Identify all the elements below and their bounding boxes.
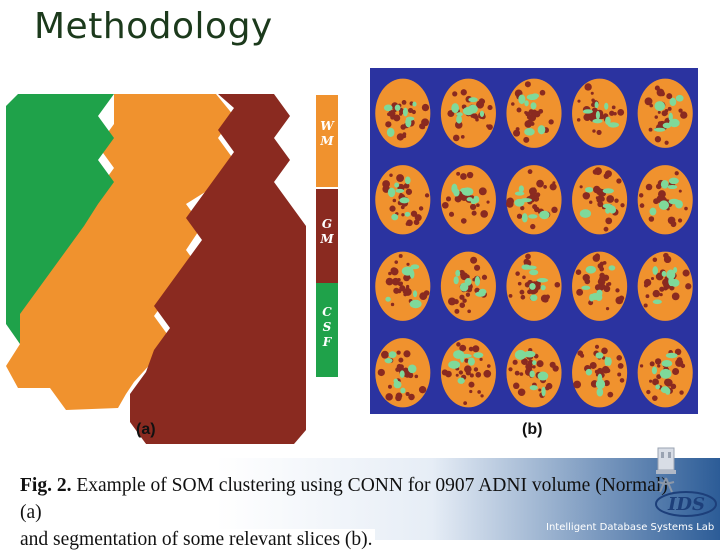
- brain-slice: [572, 165, 628, 235]
- caption-line-1: Example of SOM clustering using CONN for…: [20, 475, 668, 523]
- brain-slice: [506, 78, 562, 148]
- som-hexagon-map: [6, 94, 306, 444]
- brain-slice: [375, 165, 431, 235]
- brain-slice: [637, 78, 693, 148]
- footer-lab-name: Intelligent Database Systems Lab: [546, 522, 715, 533]
- brain-slice: [440, 251, 496, 321]
- svg-text:IDS: IDS: [667, 494, 705, 515]
- figure-caption: Fig. 2. Example of SOM clustering using …: [20, 472, 680, 553]
- brain-slice: [572, 251, 628, 321]
- brain-slice: [637, 338, 693, 408]
- gm-region: [130, 94, 306, 444]
- brain-slice: [440, 338, 496, 408]
- brain-slice: [506, 338, 562, 408]
- brain-slice: [375, 338, 431, 408]
- legend-gm: G M: [316, 189, 338, 283]
- brain-slice: [572, 78, 628, 148]
- footer-band: [0, 458, 720, 540]
- segmented-slices-panel: [370, 68, 698, 414]
- brain-slice: [637, 251, 693, 321]
- legend-wm: W M: [316, 95, 338, 187]
- brain-slice: [506, 165, 562, 235]
- caption-lead: Fig. 2.: [20, 475, 72, 496]
- panel-b-label: (b): [522, 421, 543, 438]
- slide-title: Methodology: [34, 6, 273, 47]
- brain-slice: [375, 78, 431, 148]
- ids-logo-icon: IDS: [655, 447, 717, 517]
- wm-region: [6, 94, 234, 410]
- brain-slice: [440, 78, 496, 148]
- csf-region: [6, 94, 114, 344]
- cluster-legend: W M G M C S F: [316, 95, 338, 377]
- brain-slice: [637, 165, 693, 235]
- brain-slice: [440, 165, 496, 235]
- brain-slice: [375, 251, 431, 321]
- brain-slice: [506, 251, 562, 321]
- brain-slice: [572, 338, 628, 408]
- legend-csf: C S F: [316, 283, 338, 377]
- figure: W M G M C S F (a) (b): [0, 66, 706, 444]
- panel-a-label: (a): [136, 421, 156, 438]
